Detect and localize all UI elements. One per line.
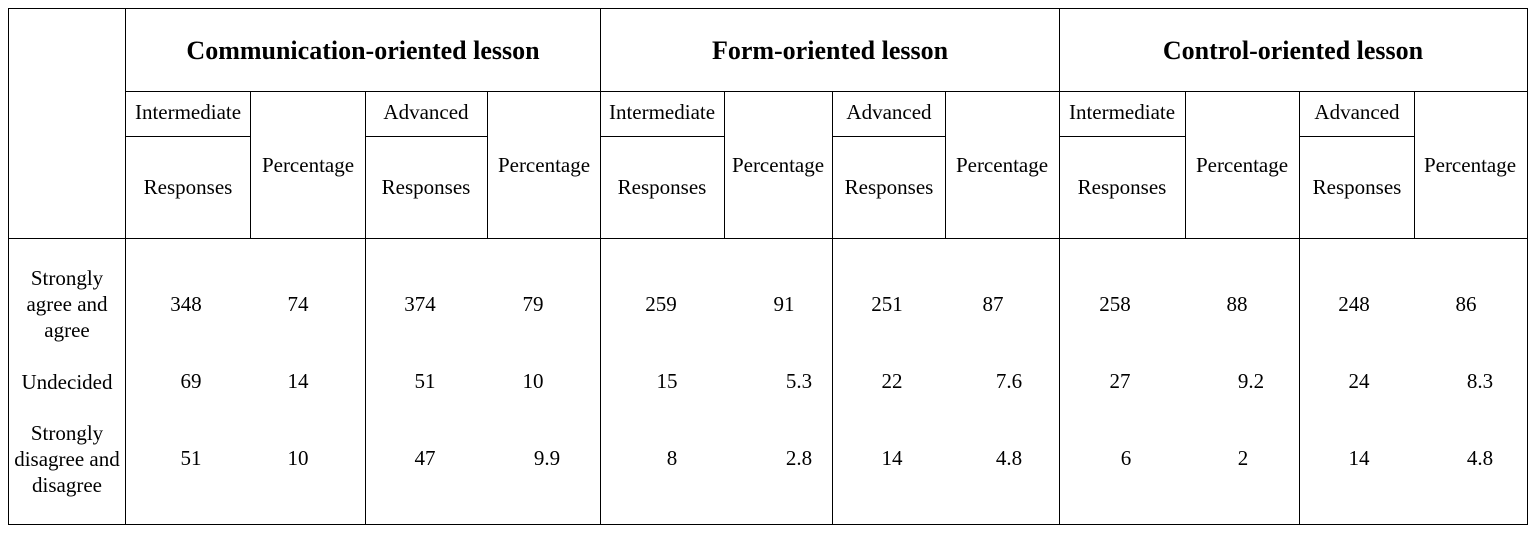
level-divider xyxy=(126,136,250,137)
cell-value: 251 xyxy=(871,292,903,316)
header-intermediate: Intermediate xyxy=(1068,100,1176,124)
cell-value: 79 xyxy=(522,292,544,316)
cell-value: 7.6 xyxy=(995,369,1023,393)
level-divider xyxy=(833,136,945,137)
table-border-right xyxy=(1527,8,1528,525)
cell-value: 8 xyxy=(666,446,678,470)
cell-value: 2.8 xyxy=(785,446,813,470)
header-responses: Responses xyxy=(381,175,471,199)
level-divider xyxy=(601,136,724,137)
level-divider xyxy=(1060,136,1185,137)
cell-value: 14 xyxy=(287,369,309,393)
header-advanced: Advanced xyxy=(383,100,469,124)
group-title-form: Form-oriented lesson xyxy=(711,36,949,65)
cell-value: 4.8 xyxy=(995,446,1023,470)
group-title-control: Control-oriented lesson xyxy=(1162,36,1424,65)
row-label-agree: Strongly agree and agree xyxy=(26,266,108,342)
cell-value: 51 xyxy=(180,446,202,470)
row-label-disagree: Strongly disagree and disagree xyxy=(14,421,120,497)
table-border-top xyxy=(8,8,1528,9)
level-divider xyxy=(366,136,487,137)
header-responses: Responses xyxy=(617,175,707,199)
cell-value: 9.9 xyxy=(533,446,561,470)
header-divider xyxy=(945,91,946,239)
cell-value: 47 xyxy=(414,446,436,470)
cell-value: 10 xyxy=(522,369,544,393)
table-border-left xyxy=(8,8,9,525)
column-divider xyxy=(1299,91,1300,525)
cell-value: 86 xyxy=(1455,292,1477,316)
column-divider xyxy=(1059,8,1060,525)
row-label-undecided: Undecided xyxy=(21,370,113,394)
header-responses: Responses xyxy=(844,175,934,199)
cell-value: 8.3 xyxy=(1466,369,1494,393)
header-body-divider xyxy=(8,238,1528,239)
cell-value: 91 xyxy=(773,292,795,316)
header-percentage: Percentage xyxy=(1423,153,1517,177)
header-divider xyxy=(250,91,251,239)
header-divider xyxy=(724,91,725,239)
header-percentage: Percentage xyxy=(497,153,591,177)
header-advanced: Advanced xyxy=(1314,100,1400,124)
cell-value: 9.2 xyxy=(1237,369,1265,393)
header-advanced: Advanced xyxy=(846,100,932,124)
header-responses: Responses xyxy=(1312,175,1402,199)
cell-value: 74 xyxy=(287,292,309,316)
header-percentage: Percentage xyxy=(955,153,1049,177)
cell-value: 4.8 xyxy=(1466,446,1494,470)
cell-value: 14 xyxy=(881,446,903,470)
header-responses: Responses xyxy=(1077,175,1167,199)
cell-value: 259 xyxy=(645,292,677,316)
header-percentage: Percentage xyxy=(1195,153,1289,177)
group-title-communication: Communication-oriented lesson xyxy=(186,36,540,65)
cell-value: 348 xyxy=(170,292,202,316)
cell-value: 88 xyxy=(1226,292,1248,316)
column-divider xyxy=(832,91,833,525)
column-divider xyxy=(125,8,126,525)
header-divider xyxy=(487,91,488,239)
table-border-bottom xyxy=(8,524,1528,525)
header-divider xyxy=(1414,91,1415,239)
cell-value: 27 xyxy=(1109,369,1131,393)
cell-value: 248 xyxy=(1338,292,1370,316)
header-percentage: Percentage xyxy=(261,153,355,177)
header-intermediate: Intermediate xyxy=(134,100,242,124)
cell-value: 87 xyxy=(982,292,1004,316)
cell-value: 10 xyxy=(287,446,309,470)
cell-value: 22 xyxy=(881,369,903,393)
column-divider xyxy=(600,8,601,525)
group-header-divider xyxy=(126,91,1528,92)
header-responses: Responses xyxy=(143,175,233,199)
cell-value: 15 xyxy=(656,369,678,393)
cell-value: 2 xyxy=(1237,446,1249,470)
header-percentage: Percentage xyxy=(731,153,825,177)
cell-value: 51 xyxy=(414,369,436,393)
cell-value: 374 xyxy=(404,292,436,316)
cell-value: 5.3 xyxy=(785,369,813,393)
cell-value: 6 xyxy=(1120,446,1132,470)
column-divider xyxy=(365,91,366,525)
cell-value: 14 xyxy=(1348,446,1370,470)
cell-value: 258 xyxy=(1099,292,1131,316)
header-intermediate: Intermediate xyxy=(608,100,716,124)
level-divider xyxy=(1300,136,1414,137)
cell-value: 69 xyxy=(180,369,202,393)
cell-value: 24 xyxy=(1348,369,1370,393)
header-divider xyxy=(1185,91,1186,239)
